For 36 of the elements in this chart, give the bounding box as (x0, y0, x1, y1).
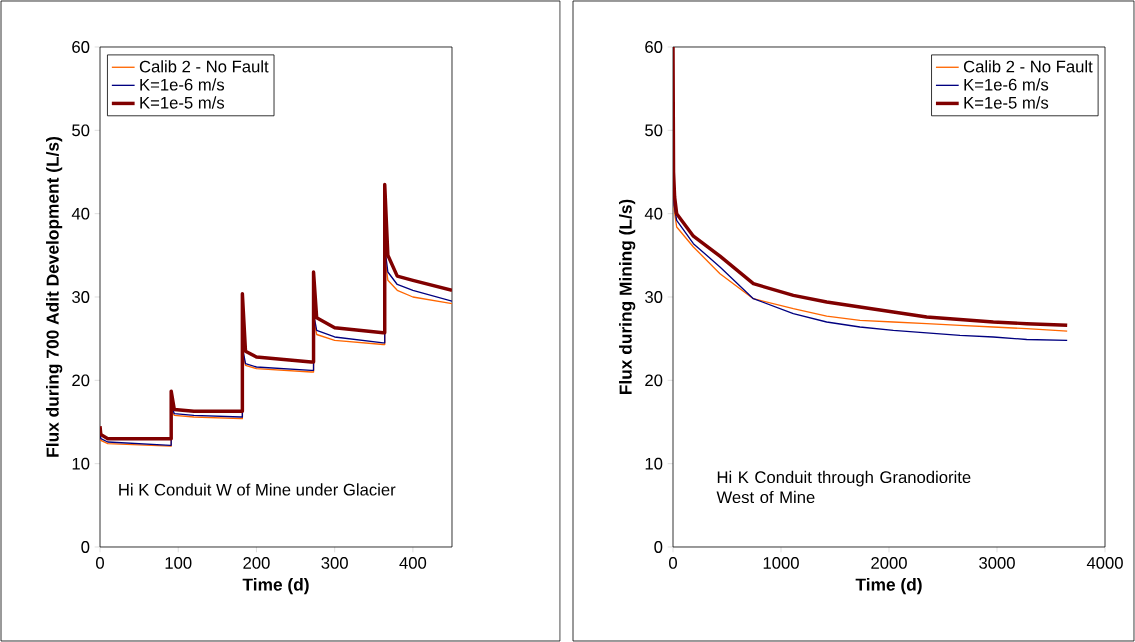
x-tick-label: 100 (165, 557, 192, 569)
y-tick-label: 40 (71, 207, 90, 220)
y-tick-label: 50 (645, 124, 663, 137)
annotation: Hi K Conduit W of Mine under Glacier (119, 483, 396, 496)
legend-label: K=1e-5 m/s (964, 96, 1049, 109)
y-tick-label: 20 (72, 374, 90, 387)
x-tick-label: 2000 (871, 557, 907, 569)
x-tick-label: 300 (321, 557, 348, 569)
y-tick-label: 10 (645, 457, 663, 470)
y-tick-label: 20 (645, 374, 663, 387)
y-tick-label: 60 (72, 41, 90, 53)
x-tick-label: 4000 (1086, 557, 1123, 569)
legend-label: K=1e-6 m/s (140, 78, 225, 91)
legend-label: Calib 2 - No Fault (139, 60, 269, 73)
annotation: Hi K Conduit through Granodiorite West of Mine (716, 470, 971, 504)
y-tick-label: 30 (72, 291, 90, 303)
y-tick-label: 10 (72, 457, 90, 470)
x-tick-label: 3000 (979, 557, 1015, 569)
y-tick-label: 50 (72, 124, 90, 137)
y-tick-label: 0 (654, 541, 663, 553)
x-axis-title: Time (d) (242, 577, 309, 595)
y-tick-label: 30 (645, 291, 663, 303)
y-axis-title: Flux during 700 Adit Development (L/s) (46, 137, 63, 457)
legend-label: K=1e-6 m/s (964, 78, 1049, 91)
x-tick-label: 1000 (763, 557, 799, 569)
x-tick-label: 200 (243, 557, 270, 569)
y-axis-title: Flux during Mining (L/s) (619, 199, 636, 395)
x-tick-label: 0 (669, 557, 677, 569)
x-tick-label: 0 (96, 557, 104, 569)
x-axis-title: Time (d) (855, 577, 922, 595)
legend-label: Calib 2 - No Fault (963, 60, 1093, 73)
x-tick-label: 400 (399, 557, 427, 569)
y-tick-label: 40 (644, 207, 663, 220)
y-tick-label: 0 (81, 541, 90, 553)
legend-label: K=1e-5 m/s (140, 96, 225, 109)
y-tick-label: 60 (645, 41, 663, 53)
